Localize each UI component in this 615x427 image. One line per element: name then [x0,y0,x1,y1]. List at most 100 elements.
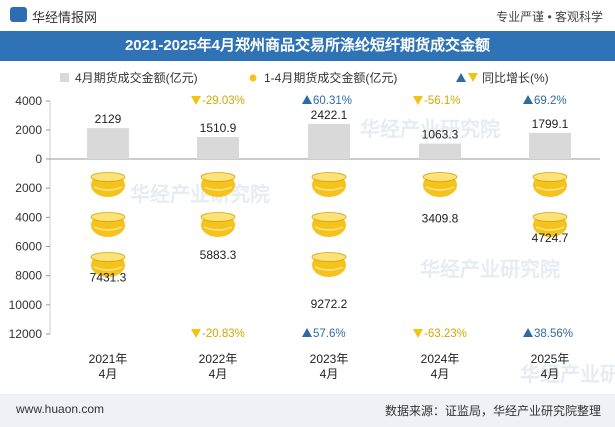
growth-down-icon [413,96,423,105]
coin-stack-top [532,212,568,222]
growth-label: -63.23% [424,328,467,340]
title-bar: 2021-2025年4月郑州商品交易所涤纶短纤期货成交金额 [0,31,615,61]
y-tick-label: 10000 [9,298,43,312]
cumulative-value: 5883.3 [200,248,237,262]
legend-down-icon [468,73,478,82]
legend-swatch-cumulative [249,74,257,82]
footer-url[interactable]: www.huaon.com [16,402,105,416]
coin-stack-shine [314,226,344,231]
logo-icon [10,7,27,22]
cumulative-value: 9272.2 [311,297,348,311]
watermark-text: 华经产业研究院 [130,182,270,206]
coin-stack-shine [93,186,123,191]
legend-up-icon [456,73,466,82]
coin-stack-top [311,172,347,182]
bar-monthly-value: 2422.1 [311,108,348,122]
y-tick-label: 4000 [15,94,42,108]
bar-monthly-value: 1799.1 [532,117,569,131]
site-name: 华经情报网 [32,10,98,25]
coin-stack-shine [314,186,344,191]
bar-monthly-value: 1063.3 [422,128,459,142]
growth-up-icon [523,328,533,337]
y-tick-label: 2000 [15,181,42,195]
legend-swatch-monthly [60,73,69,82]
coin-stack-shine [425,186,455,191]
category-group: 1799.1 4724.7 69.2% 38.56% 2025年4月 [523,95,573,381]
coin-stack-top [90,172,126,182]
category-label: 2023年 [310,352,349,366]
legend-label-monthly: 4月期货成交金额(亿元) [75,70,198,85]
coin-stack-top [200,212,236,222]
coin-stack-shine [314,266,344,271]
growth-down-icon [413,329,423,338]
chart-marks: 21297431.32021年4月1510.95883.3-29.03%-20.… [87,95,573,381]
bar-monthly [419,143,461,159]
y-tick-label: 8000 [15,269,42,283]
bar-monthly [308,123,350,159]
cumulative-value: 3409.8 [422,212,459,226]
category-label: 4月 [320,367,339,381]
watermarks: 华经产业研究院华经产业研究院华经产业研究院华经产业研究院 [130,117,615,386]
growth-label: -20.83% [202,328,245,340]
legend: 4月期货成交金额(亿元) 1-4月期货成交金额(亿元) 同比增长(%) [60,70,549,85]
top-bar: 华经情报网 专业严谨 • 客观科学 [0,0,615,30]
coin-stack-shine [535,186,565,191]
legend-label-growth: 同比增长(%) [482,71,549,85]
category-label: 4月 [209,367,228,381]
coin-stack-top [200,172,236,182]
watermark-text: 华经产业研究院 [520,362,615,386]
growth-up-icon [523,95,533,104]
coin-stack-shine [535,226,565,231]
category-label: 4月 [541,367,560,381]
y-tick-label: 2000 [15,123,42,137]
growth-down-icon [191,96,201,105]
growth-label: 57.6% [313,328,346,340]
chart-title: 2021-2025年4月郑州商品交易所涤纶短纤期货成交金额 [124,37,491,54]
cumulative-value: 7431.3 [90,270,127,284]
growth-label: 38.56% [534,328,573,340]
bar-monthly [87,128,129,159]
growth-label: 69.2% [534,95,567,107]
growth-up-icon [302,328,312,337]
footer-source: 数据来源：证监局，华经产业研究院整理 [384,404,601,418]
growth-down-icon [191,329,201,338]
growth-up-icon [302,95,312,104]
coin-stack-top [90,252,126,262]
watermark-text: 华经产业研究院 [360,117,500,141]
coin-stack-top [311,212,347,222]
coin-stack-shine [93,226,123,231]
coin-stack-top [311,252,347,262]
watermark-text: 华经产业研究院 [420,257,560,281]
footer: www.huaon.com 数据来源：证监局，华经产业研究院整理 [0,394,615,427]
cumulative-value: 4724.7 [532,231,569,245]
category-label: 2025年 [531,352,570,366]
coin-stack-shine [93,266,123,271]
y-tick-label: 6000 [15,240,42,254]
bar-monthly [197,137,239,159]
chart: 华经产业研究院华经产业研究院华经产业研究院华经产业研究院 4月期货成交金额(亿元… [9,70,615,386]
bar-monthly-value: 1510.9 [200,121,237,135]
category-label: 4月 [99,367,118,381]
category-label: 2024年 [421,352,460,366]
category-label: 2021年 [89,352,128,366]
category-label: 4月 [431,367,450,381]
bar-monthly-value: 2129 [95,112,122,126]
coin-stack-top [90,212,126,222]
growth-label: 60.31% [313,95,352,107]
category-label: 2022年 [199,352,238,366]
growth-label: -29.03% [202,95,245,107]
y-tick-label: 0 [35,152,42,166]
growth-label: -56.1% [424,95,460,107]
bar-monthly [529,132,571,159]
y-tick-label: 4000 [15,210,42,224]
y-tick-label: 12000 [9,327,43,341]
coin-stack-shine [203,186,233,191]
coin-stack-shine [203,226,233,231]
legend-label-cumulative: 1-4月期货成交金额(亿元) [264,70,397,85]
slogan: 专业严谨 • 客观科学 [496,10,603,24]
coin-stack-top [422,172,458,182]
